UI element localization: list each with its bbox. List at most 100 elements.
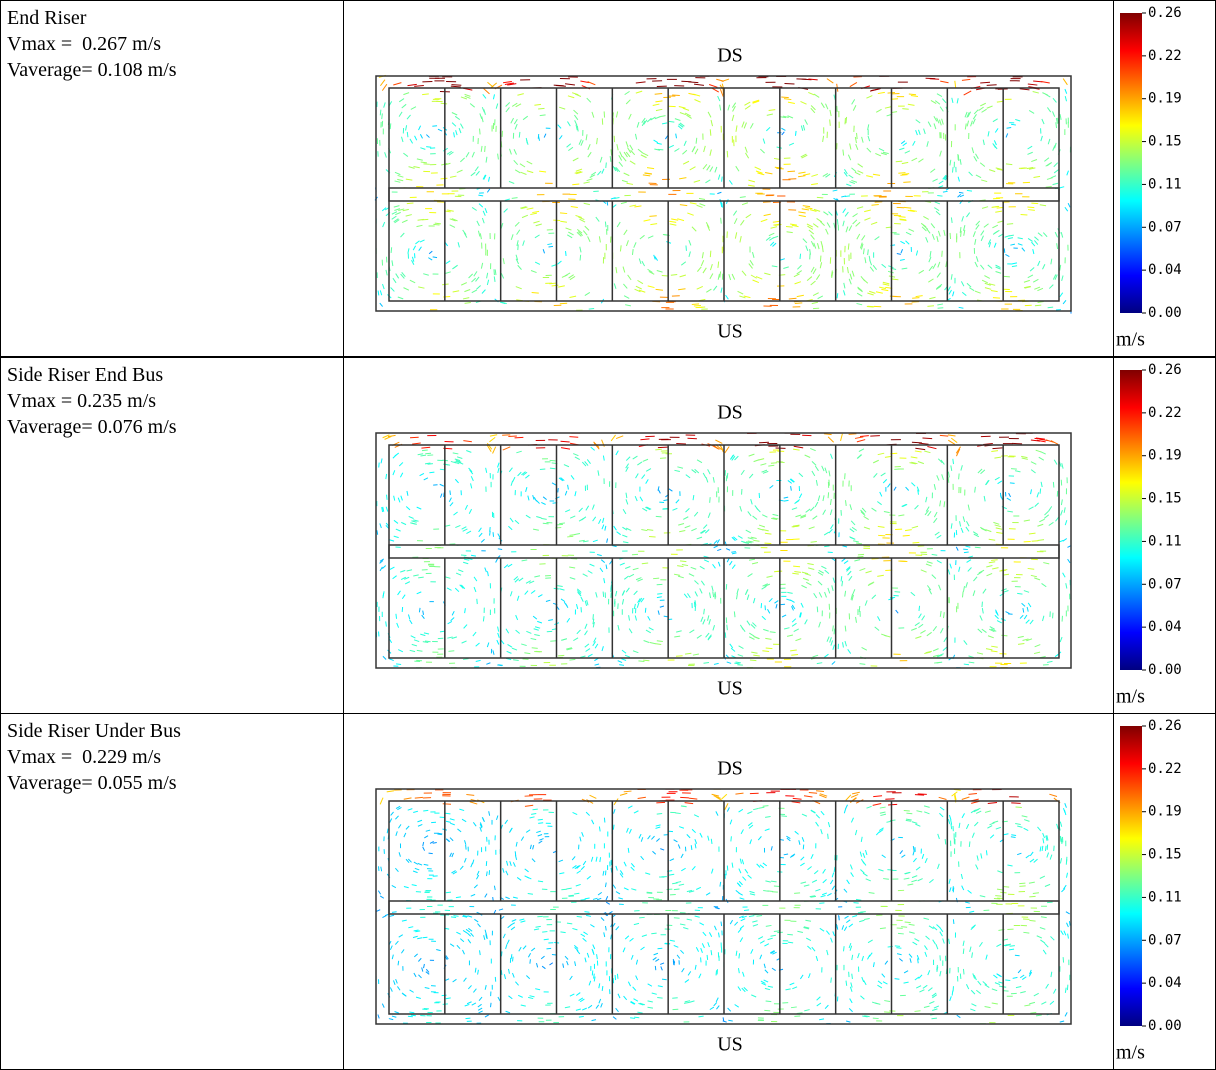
vector (685, 1001, 690, 1002)
vector (769, 110, 776, 111)
vector (636, 976, 638, 980)
vector (552, 285, 559, 286)
vector (940, 807, 944, 810)
vector (876, 831, 879, 835)
vector (765, 881, 770, 882)
vector (418, 958, 421, 961)
vector (749, 637, 754, 640)
vector (531, 638, 537, 639)
vector (1006, 133, 1008, 137)
vector (459, 128, 461, 133)
vector (423, 847, 425, 851)
vector (831, 640, 833, 645)
vector (654, 953, 658, 955)
vector (848, 155, 850, 160)
vector (464, 289, 470, 291)
vector (732, 863, 733, 868)
vector (515, 520, 519, 523)
vector (844, 889, 847, 892)
vector (784, 628, 789, 629)
vector (1007, 224, 1013, 225)
vector (561, 448, 570, 450)
vector (618, 661, 622, 663)
vector (1020, 615, 1023, 618)
vector (586, 506, 589, 511)
vector (569, 896, 574, 897)
vector (765, 638, 771, 639)
vector (559, 873, 564, 874)
vector (888, 804, 897, 805)
vector (669, 221, 676, 222)
vector (628, 148, 631, 153)
vector (692, 227, 696, 232)
vector (1055, 232, 1057, 237)
vector (765, 173, 772, 174)
vector (466, 845, 467, 850)
vector (879, 148, 884, 150)
vector (1064, 931, 1066, 936)
vector (538, 595, 542, 597)
vector (705, 530, 709, 534)
vector (531, 948, 535, 951)
vector (477, 221, 480, 226)
vector (636, 960, 637, 965)
vector (1029, 882, 1035, 883)
vector (701, 948, 703, 953)
vector (808, 568, 814, 570)
velocity-plot: DSUS (344, 358, 1113, 713)
vector (948, 819, 949, 824)
vector (603, 456, 604, 461)
vector (1060, 265, 1061, 271)
vector (683, 928, 688, 930)
vector (1046, 187, 1052, 188)
colorbar-tick-label: 0.19 (1148, 804, 1182, 820)
vector (745, 153, 748, 158)
vector (1066, 912, 1070, 914)
vector (1060, 293, 1063, 297)
vector (1040, 928, 1045, 930)
vector (672, 508, 677, 510)
vector (921, 570, 927, 572)
label-line: Vmax = 0.235 m/s (7, 388, 343, 414)
vector (568, 232, 573, 235)
vector (997, 871, 1002, 873)
vector (710, 150, 711, 156)
vector (628, 982, 630, 986)
vector (989, 539, 995, 540)
vector (458, 570, 463, 572)
vector (735, 793, 743, 794)
vector (884, 511, 890, 512)
vector (869, 953, 872, 957)
vector (1037, 524, 1043, 526)
vector (952, 167, 953, 172)
vector (395, 181, 401, 182)
vector (1024, 828, 1029, 830)
vector (518, 265, 522, 269)
vector (976, 865, 978, 870)
vector (661, 966, 663, 970)
vector (458, 242, 459, 247)
vector (398, 650, 403, 652)
vector (700, 566, 705, 569)
vector (861, 837, 862, 842)
label-cell: End RiserVmax = 0.267 m/sVaverage= 0.108… (0, 0, 344, 357)
vector (851, 168, 856, 172)
vector (382, 1004, 384, 1008)
vector (504, 209, 508, 213)
vector (733, 211, 736, 216)
vector (991, 651, 998, 652)
vector (911, 457, 918, 458)
vector (530, 845, 531, 849)
vector (513, 660, 519, 661)
colorbar-tick-label: 0.00 (1148, 1018, 1182, 1034)
vector (873, 796, 882, 797)
vector (1041, 1002, 1046, 1004)
vector (975, 487, 976, 493)
vector (541, 502, 545, 504)
vector (503, 81, 512, 82)
vector (498, 549, 502, 550)
vector (735, 232, 736, 238)
vector (408, 248, 409, 253)
vector (1049, 794, 1057, 796)
vector (828, 437, 834, 442)
